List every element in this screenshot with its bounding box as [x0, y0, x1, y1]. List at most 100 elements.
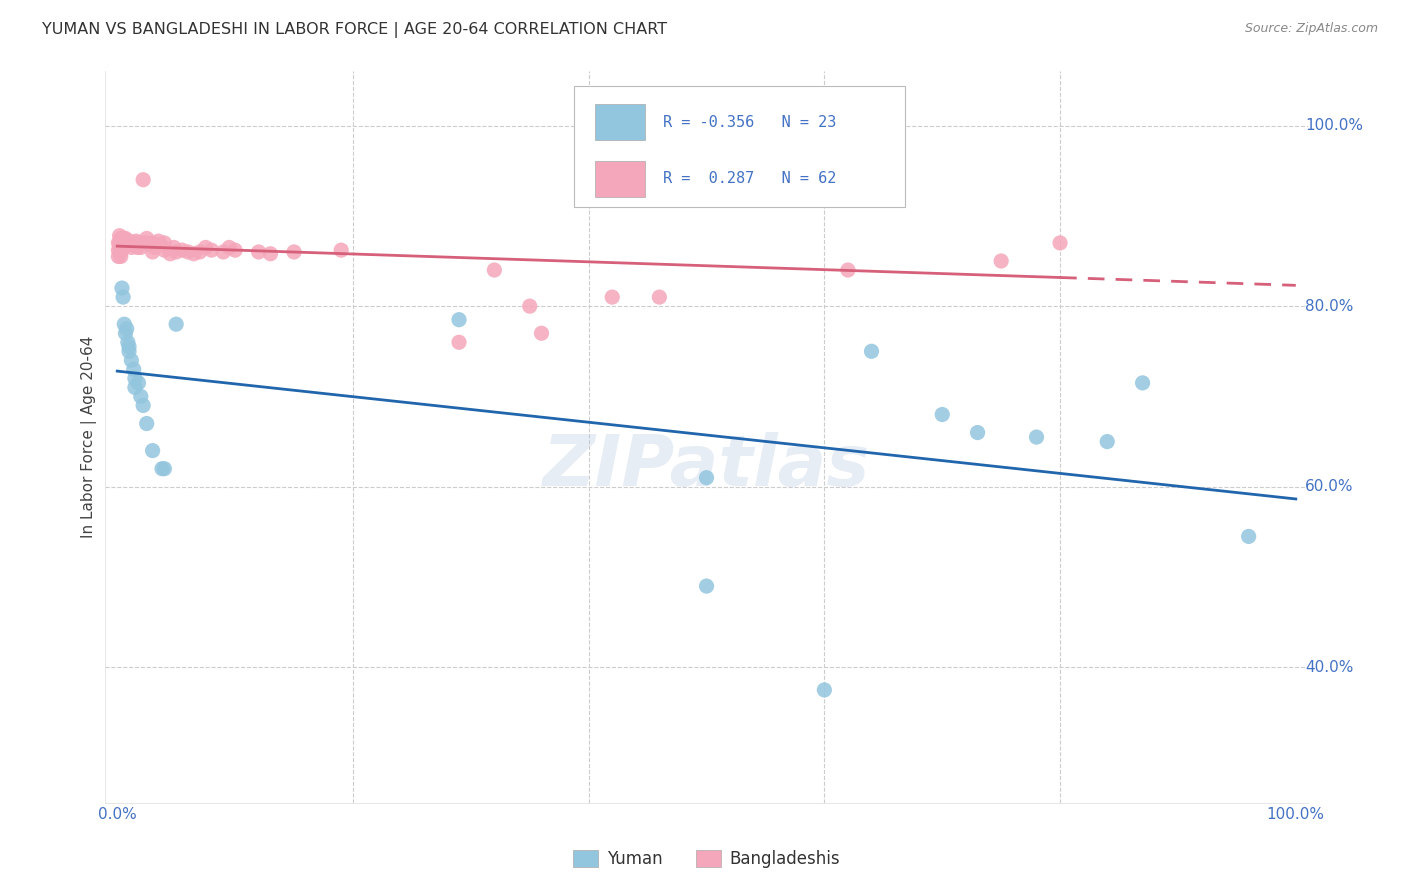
Point	[111, 237, 134, 252]
Point	[648, 290, 671, 304]
Point	[120, 240, 142, 254]
Point	[165, 244, 187, 259]
Text: 0.0%: 0.0%	[98, 807, 136, 822]
Point	[259, 246, 281, 260]
Point	[124, 371, 146, 385]
Point	[112, 231, 135, 245]
Point	[696, 579, 718, 593]
Point	[127, 240, 149, 254]
Point	[127, 376, 149, 390]
Point	[117, 335, 139, 350]
Point	[118, 344, 141, 359]
Point	[115, 234, 138, 248]
Point	[153, 461, 176, 475]
Text: R =  0.287   N = 62: R = 0.287 N = 62	[664, 171, 837, 186]
Point	[118, 237, 141, 252]
Point	[484, 263, 506, 277]
Point	[218, 240, 240, 254]
FancyBboxPatch shape	[574, 86, 905, 207]
Point	[142, 244, 165, 259]
Point	[124, 237, 146, 252]
Point	[129, 389, 152, 403]
Point	[766, 154, 789, 169]
Point	[122, 362, 145, 376]
Text: 100.0%: 100.0%	[1305, 118, 1364, 133]
Point	[148, 234, 170, 248]
Point	[224, 243, 246, 257]
Point	[135, 231, 157, 245]
Point	[110, 240, 132, 254]
Point	[114, 237, 136, 252]
Point	[183, 246, 205, 260]
Bar	[595, 103, 645, 140]
Point	[108, 235, 131, 250]
Point	[143, 240, 166, 254]
Point	[107, 235, 129, 250]
Point	[135, 417, 157, 431]
Point	[118, 234, 141, 248]
Point	[1025, 430, 1047, 444]
Legend: Yuman, Bangladeshis: Yuman, Bangladeshis	[567, 844, 846, 875]
Bar	[595, 161, 645, 197]
Point	[159, 246, 181, 260]
Text: R = -0.356   N = 23: R = -0.356 N = 23	[664, 115, 837, 129]
Point	[117, 237, 139, 252]
Text: 60.0%: 60.0%	[1305, 479, 1354, 494]
Point	[132, 172, 155, 186]
Point	[110, 250, 132, 264]
Point	[114, 231, 136, 245]
Point	[188, 244, 211, 259]
Point	[177, 244, 200, 259]
Point	[111, 242, 134, 256]
Point	[139, 237, 162, 252]
Point	[112, 290, 135, 304]
Point	[110, 231, 132, 245]
Point	[127, 235, 149, 250]
Point	[115, 322, 138, 336]
Point	[110, 244, 132, 259]
Text: YUMAN VS BANGLADESHI IN LABOR FORCE | AGE 20-64 CORRELATION CHART: YUMAN VS BANGLADESHI IN LABOR FORCE | AG…	[42, 22, 668, 38]
Point	[112, 235, 135, 250]
Point	[108, 228, 131, 243]
Point	[330, 243, 353, 257]
Point	[107, 250, 129, 264]
Point	[142, 443, 165, 458]
Point	[112, 235, 135, 250]
Point	[1049, 235, 1071, 250]
Point	[990, 254, 1012, 268]
Point	[860, 344, 883, 359]
Point	[696, 471, 718, 485]
Point	[150, 461, 173, 475]
Point	[247, 244, 270, 259]
Point	[1132, 376, 1154, 390]
Point	[120, 353, 142, 368]
Point	[931, 408, 953, 422]
Point	[1237, 529, 1260, 543]
Point	[153, 235, 176, 250]
Point	[135, 235, 157, 250]
Point	[149, 237, 172, 252]
Text: ZIPatlas: ZIPatlas	[543, 432, 870, 500]
Point	[212, 244, 235, 259]
Point	[447, 312, 470, 326]
Point	[108, 240, 131, 254]
Point	[112, 240, 135, 254]
Point	[519, 299, 541, 313]
Point	[111, 281, 134, 295]
Point	[125, 234, 148, 248]
Y-axis label: In Labor Force | Age 20-64: In Labor Force | Age 20-64	[82, 336, 97, 538]
Point	[110, 235, 132, 250]
Point	[530, 326, 553, 341]
Point	[165, 317, 187, 331]
Text: Source: ZipAtlas.com: Source: ZipAtlas.com	[1244, 22, 1378, 36]
Point	[1097, 434, 1119, 449]
Point	[129, 240, 152, 254]
Text: 100.0%: 100.0%	[1267, 807, 1324, 822]
Point	[142, 235, 165, 250]
Point	[813, 682, 835, 697]
Text: 80.0%: 80.0%	[1305, 299, 1354, 314]
Point	[283, 244, 305, 259]
Point	[122, 235, 145, 250]
Point	[447, 335, 470, 350]
Point	[837, 263, 859, 277]
